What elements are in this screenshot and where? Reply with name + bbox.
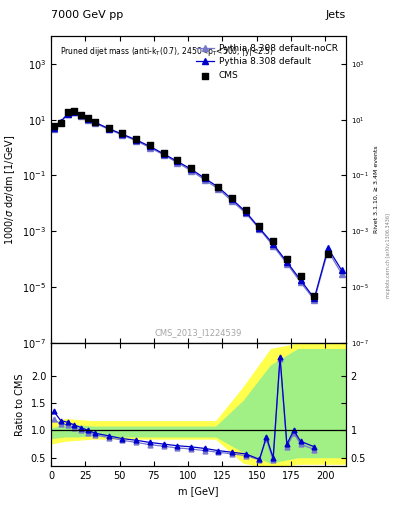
Pythia 8.308 default xyxy=(340,267,344,273)
Legend: Pythia 8.308 default-noCR, Pythia 8.308 default, CMS: Pythia 8.308 default-noCR, Pythia 8.308 … xyxy=(193,40,342,83)
Line: Pythia 8.308 default: Pythia 8.308 default xyxy=(51,109,345,301)
Pythia 8.308 default xyxy=(161,151,166,157)
Pythia 8.308 default xyxy=(86,116,90,122)
Y-axis label: Rivet 3.1.10, ≥ 3.4M events: Rivet 3.1.10, ≥ 3.4M events xyxy=(374,145,379,233)
Pythia 8.308 default xyxy=(120,131,125,137)
Text: 7000 GeV pp: 7000 GeV pp xyxy=(51,10,123,20)
Pythia 8.308 default-noCR xyxy=(65,111,70,117)
Y-axis label: 1000/$\sigma$ d$\sigma$/dm [1/GeV]: 1000/$\sigma$ d$\sigma$/dm [1/GeV] xyxy=(3,134,17,245)
Pythia 8.308 default xyxy=(58,118,63,124)
CMS xyxy=(270,237,276,245)
Pythia 8.308 default-noCR xyxy=(134,138,138,144)
Pythia 8.308 default-noCR xyxy=(107,126,111,133)
Text: Jets: Jets xyxy=(325,10,346,20)
CMS xyxy=(119,130,125,138)
Pythia 8.308 default xyxy=(189,166,193,172)
Pythia 8.308 default-noCR xyxy=(120,132,125,138)
Pythia 8.308 default xyxy=(326,245,331,251)
CMS xyxy=(298,272,304,280)
Text: CMS_2013_I1224539: CMS_2013_I1224539 xyxy=(155,328,242,337)
Pythia 8.308 default-noCR xyxy=(51,126,56,133)
CMS xyxy=(85,114,91,122)
Pythia 8.308 default xyxy=(312,295,317,302)
Pythia 8.308 default xyxy=(134,137,138,143)
Pythia 8.308 default xyxy=(93,119,97,125)
Pythia 8.308 default xyxy=(216,184,221,190)
Pythia 8.308 default-noCR xyxy=(175,160,180,166)
Pythia 8.308 default xyxy=(147,143,152,150)
Y-axis label: Ratio to CMS: Ratio to CMS xyxy=(15,373,25,436)
Pythia 8.308 default-noCR xyxy=(271,243,275,249)
Pythia 8.308 default-noCR xyxy=(189,167,193,174)
Pythia 8.308 default-noCR xyxy=(161,152,166,158)
CMS xyxy=(215,182,222,190)
CMS xyxy=(57,119,64,127)
Pythia 8.308 default-noCR xyxy=(72,109,77,115)
CMS xyxy=(64,109,71,117)
CMS xyxy=(51,122,57,130)
Pythia 8.308 default xyxy=(175,158,180,164)
CMS xyxy=(202,174,208,182)
Pythia 8.308 default xyxy=(72,109,77,115)
Pythia 8.308 default-noCR xyxy=(230,198,234,204)
CMS xyxy=(71,107,77,115)
CMS xyxy=(242,205,249,214)
Pythia 8.308 default xyxy=(79,112,84,118)
Pythia 8.308 default-noCR xyxy=(326,248,331,254)
Pythia 8.308 default-noCR xyxy=(58,119,63,125)
Pythia 8.308 default xyxy=(285,259,289,265)
Pythia 8.308 default-noCR xyxy=(285,261,289,267)
CMS xyxy=(325,250,331,259)
CMS xyxy=(174,156,180,164)
Pythia 8.308 default-noCR xyxy=(243,210,248,216)
CMS xyxy=(106,124,112,132)
Text: Pruned dijet mass (anti-k$_{\rm T}$(0.7), 2450<p$_{\rm T}$<500, |y|<2.5): Pruned dijet mass (anti-k$_{\rm T}$(0.7)… xyxy=(60,45,274,58)
Pythia 8.308 default xyxy=(271,241,275,247)
Pythia 8.308 default-noCR xyxy=(312,297,317,303)
Line: Pythia 8.308 default-noCR: Pythia 8.308 default-noCR xyxy=(51,110,345,303)
CMS xyxy=(256,222,263,230)
CMS xyxy=(147,141,153,150)
Pythia 8.308 default-noCR xyxy=(340,271,344,277)
Pythia 8.308 default xyxy=(107,125,111,132)
Pythia 8.308 default-noCR xyxy=(298,279,303,285)
CMS xyxy=(92,117,98,125)
Text: mcplots.cern.ch [arXiv:1306.3436]: mcplots.cern.ch [arXiv:1306.3436] xyxy=(386,214,391,298)
CMS xyxy=(78,111,84,119)
CMS xyxy=(284,255,290,263)
Pythia 8.308 default xyxy=(243,209,248,215)
Pythia 8.308 default xyxy=(202,175,207,181)
CMS xyxy=(311,291,318,300)
Pythia 8.308 default xyxy=(230,196,234,202)
Pythia 8.308 default-noCR xyxy=(216,186,221,192)
Pythia 8.308 default-noCR xyxy=(93,120,97,126)
Pythia 8.308 default xyxy=(257,225,262,231)
Pythia 8.308 default-noCR xyxy=(202,177,207,183)
CMS xyxy=(229,195,235,203)
CMS xyxy=(160,148,167,157)
CMS xyxy=(188,164,194,173)
Pythia 8.308 default xyxy=(65,111,70,117)
Pythia 8.308 default-noCR xyxy=(147,144,152,151)
CMS xyxy=(133,135,139,143)
Pythia 8.308 default xyxy=(298,277,303,283)
Pythia 8.308 default-noCR xyxy=(79,113,84,119)
Pythia 8.308 default-noCR xyxy=(86,117,90,123)
Pythia 8.308 default xyxy=(51,125,56,131)
X-axis label: m [GeV]: m [GeV] xyxy=(178,486,219,496)
Pythia 8.308 default-noCR xyxy=(257,226,262,232)
